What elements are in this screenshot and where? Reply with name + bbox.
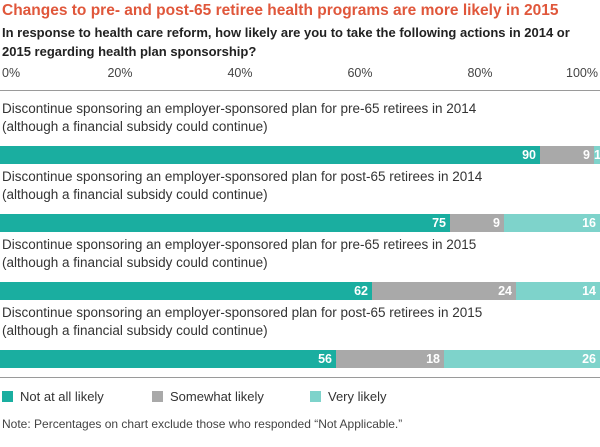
- x-tick-label: 0%: [2, 66, 21, 80]
- bar-segment: 18: [336, 350, 444, 368]
- legend-swatch: [2, 390, 13, 402]
- stacked-bar: 56 18 26: [0, 350, 600, 368]
- data-label: 90: [522, 148, 536, 162]
- stacked-bar: 62 24 14: [0, 282, 600, 300]
- category-label-line: Discontinue sponsoring an employer-spons…: [2, 305, 483, 320]
- category-label-line: Discontinue sponsoring an employer-spons…: [2, 237, 477, 252]
- data-label: 1: [594, 148, 600, 162]
- data-label: 16: [582, 216, 596, 230]
- bar-segment: 16: [504, 214, 600, 232]
- data-label: 24: [498, 284, 512, 298]
- x-tick-label: 60%: [347, 66, 373, 80]
- bar-segment: 9: [540, 146, 594, 164]
- category-label-line: (although a financial subsidy could cont…: [2, 323, 268, 338]
- legend-item: Somewhat likely: [152, 388, 264, 404]
- legend-item: Not at all likely: [2, 388, 104, 404]
- legend: Not at all likely Somewhat likely Very lik…: [2, 388, 592, 404]
- category-label: Discontinue sponsoring an employer-spons…: [2, 236, 598, 272]
- category-label-line: (although a financial subsidy could cont…: [2, 255, 268, 270]
- category-label-line: Discontinue sponsoring an employer-spons…: [2, 169, 483, 184]
- x-tick-label: 80%: [467, 66, 493, 80]
- x-tick-label: 40%: [227, 66, 253, 80]
- category-label: Discontinue sponsoring an employer-spons…: [2, 100, 598, 136]
- x-tick-label: 100%: [566, 66, 598, 80]
- stacked-bar: 90 9 1: [0, 146, 600, 164]
- bar-segment: 9: [450, 214, 504, 232]
- data-label: 56: [318, 352, 332, 366]
- data-label: 9: [493, 216, 500, 230]
- bar-segment: 26: [444, 350, 600, 368]
- legend-swatch: [152, 390, 163, 402]
- chart-note: Note: Percentages on chart exclude those…: [2, 417, 403, 431]
- bar-segment: 1: [594, 146, 600, 164]
- data-label: 14: [582, 284, 596, 298]
- category-label-line: (although a financial subsidy could cont…: [2, 187, 268, 202]
- data-label: 26: [582, 352, 596, 366]
- bar-segment: 24: [372, 282, 516, 300]
- legend-label: Not at all likely: [20, 388, 104, 404]
- legend-swatch: [310, 390, 321, 402]
- x-tick-label: 20%: [107, 66, 133, 80]
- category-label-line: Discontinue sponsoring an employer-spons…: [2, 101, 477, 116]
- legend-item: Very likely: [310, 388, 387, 404]
- bar-segment: 90: [0, 146, 540, 164]
- category-label-line: (although a financial subsidy could cont…: [2, 119, 268, 134]
- legend-label: Very likely: [328, 388, 387, 404]
- category-label: Discontinue sponsoring an employer-spons…: [2, 304, 598, 340]
- bar-segment: 62: [0, 282, 372, 300]
- category-label: Discontinue sponsoring an employer-spons…: [2, 168, 598, 204]
- axis-divider: [0, 90, 600, 91]
- data-label: 62: [354, 284, 368, 298]
- chart-title: Changes to pre- and post-65 retiree heal…: [2, 2, 559, 19]
- stacked-bar: 75 9 16: [0, 214, 600, 232]
- bar-segment: 75: [0, 214, 450, 232]
- data-label: 9: [583, 148, 590, 162]
- bar-segment: 14: [516, 282, 600, 300]
- data-label: 18: [426, 352, 440, 366]
- legend-divider: [0, 377, 600, 378]
- bar-segment: 56: [0, 350, 336, 368]
- data-label: 75: [432, 216, 446, 230]
- chart-subtitle: In response to health care reform, how l…: [2, 25, 570, 59]
- legend-label: Somewhat likely: [170, 388, 264, 404]
- x-axis: 0% 20% 40% 60% 80% 100%: [0, 66, 600, 86]
